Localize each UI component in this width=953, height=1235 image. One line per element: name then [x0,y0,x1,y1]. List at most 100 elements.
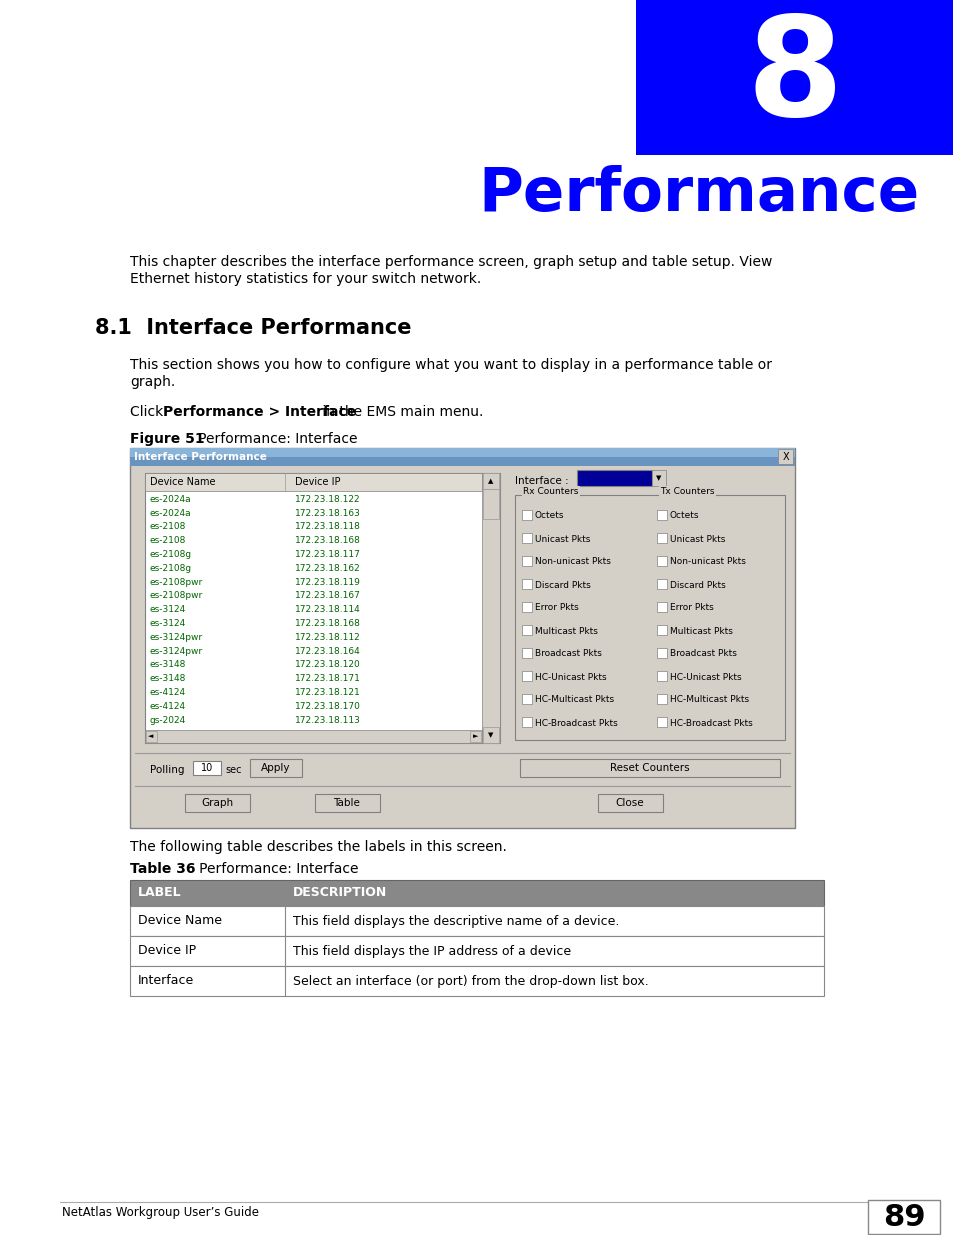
Bar [193,761,221,776]
Bar [145,473,499,743]
Bar [130,457,794,466]
Bar [657,601,666,613]
Bar [521,671,532,680]
Bar [482,727,498,743]
Text: DESCRIPTION: DESCRIPTION [293,887,387,899]
Text: Octets: Octets [669,511,699,520]
Text: Unicast Pkts: Unicast Pkts [669,535,724,543]
Text: ►: ► [473,734,478,739]
Text: es-2024a: es-2024a [150,495,192,504]
Text: 89: 89 [882,1203,924,1231]
Text: 172.23.18.117: 172.23.18.117 [294,550,360,559]
Bar [482,489,498,519]
Bar [657,534,666,543]
Text: Octets: Octets [535,511,564,520]
Text: 172.23.18.121: 172.23.18.121 [294,688,360,697]
Bar [657,718,666,727]
Text: es-2024a: es-2024a [150,509,192,517]
Bar [146,731,157,742]
Text: Table: Table [334,798,360,808]
Bar [657,579,666,589]
Bar [651,471,665,487]
Text: es-4124: es-4124 [150,701,186,711]
Bar [185,794,250,811]
Text: NetAtlas Workgroup User’s Guide: NetAtlas Workgroup User’s Guide [62,1207,258,1219]
Text: 172.23.18.113: 172.23.18.113 [294,715,360,725]
Text: es-2108: es-2108 [150,522,186,531]
Text: ◄: ◄ [148,734,153,739]
Text: Performance: Performance [478,165,919,224]
Text: sec: sec [225,764,241,776]
Text: ▲: ▲ [488,478,493,484]
Text: es-3124: es-3124 [150,605,186,614]
Bar [521,718,532,727]
Text: 172.23.18.122: 172.23.18.122 [294,495,360,504]
Bar [519,760,780,777]
Text: ▼: ▼ [656,475,661,480]
Text: HC-Broadcast Pkts: HC-Broadcast Pkts [669,719,752,727]
Bar [130,906,823,936]
Bar [657,556,666,566]
Text: Figure 51: Figure 51 [130,432,204,446]
Bar [130,448,794,466]
Text: 8: 8 [746,10,842,144]
Text: Select an interface (or port) from the drop-down list box.: Select an interface (or port) from the d… [293,974,648,988]
Bar [130,881,823,906]
Text: HC-Multicast Pkts: HC-Multicast Pkts [669,695,748,704]
Text: 172.23.18.163: 172.23.18.163 [294,509,360,517]
Text: es-3148: es-3148 [150,674,186,683]
Text: Rx Counters: Rx Counters [522,487,578,496]
Text: HC-Unicast Pkts: HC-Unicast Pkts [669,673,740,682]
Text: This section shows you how to configure what you want to display in a performanc: This section shows you how to configure … [130,358,771,372]
Text: Graph: Graph [201,798,233,808]
Bar [515,495,784,740]
Text: Non-unicast Pkts: Non-unicast Pkts [535,557,610,567]
Text: 172.23.18.168: 172.23.18.168 [294,619,360,627]
Text: es-2108pwr: es-2108pwr [150,592,203,600]
Text: This chapter describes the interface performance screen, graph setup and table s: This chapter describes the interface per… [130,254,772,269]
Text: HC-Multicast Pkts: HC-Multicast Pkts [535,695,614,704]
Text: 172.23.18.170: 172.23.18.170 [294,701,360,711]
Text: es-3124: es-3124 [150,619,186,627]
Text: 172.23.18.168: 172.23.18.168 [294,536,360,545]
Text: es-2108: es-2108 [150,536,186,545]
Text: 172.23.18.171: 172.23.18.171 [294,674,360,683]
Text: es-2108g: es-2108g [150,550,192,559]
Text: Interface: Interface [138,974,194,988]
Bar [577,471,651,487]
Bar [867,1200,939,1234]
Text: 172.23.18.119: 172.23.18.119 [294,578,360,587]
Bar [521,579,532,589]
Bar [130,936,823,966]
Text: Device IP: Device IP [294,477,340,487]
Text: Performance: Interface: Performance: Interface [186,862,358,876]
Text: Table 36: Table 36 [130,862,195,876]
Bar [470,731,480,742]
Text: 172.23.18.162: 172.23.18.162 [294,564,360,573]
Text: Apply: Apply [261,763,291,773]
Text: 10: 10 [201,763,213,773]
Text: Interface Performance: Interface Performance [133,452,267,462]
Text: Polling: Polling [150,764,184,776]
Bar [130,966,823,995]
Text: HC-Unicast Pkts: HC-Unicast Pkts [535,673,606,682]
Text: X: X [781,452,788,462]
Bar [657,510,666,520]
Text: gs-2024: gs-2024 [150,715,186,725]
Text: Device Name: Device Name [138,914,222,927]
Bar [598,794,662,811]
Text: LABEL: LABEL [138,887,181,899]
Bar [778,450,792,464]
Text: ▼: ▼ [488,732,493,739]
Text: Discard Pkts: Discard Pkts [535,580,590,589]
Bar [657,694,666,704]
Text: es-3148: es-3148 [150,661,186,669]
Bar [657,671,666,680]
Bar [657,648,666,658]
Bar [521,601,532,613]
Text: 8.1  Interface Performance: 8.1 Interface Performance [95,317,411,338]
Text: 172.23.18.112: 172.23.18.112 [294,632,360,642]
Bar [145,473,481,492]
Bar [521,510,532,520]
Text: Multicast Pkts: Multicast Pkts [669,626,732,636]
